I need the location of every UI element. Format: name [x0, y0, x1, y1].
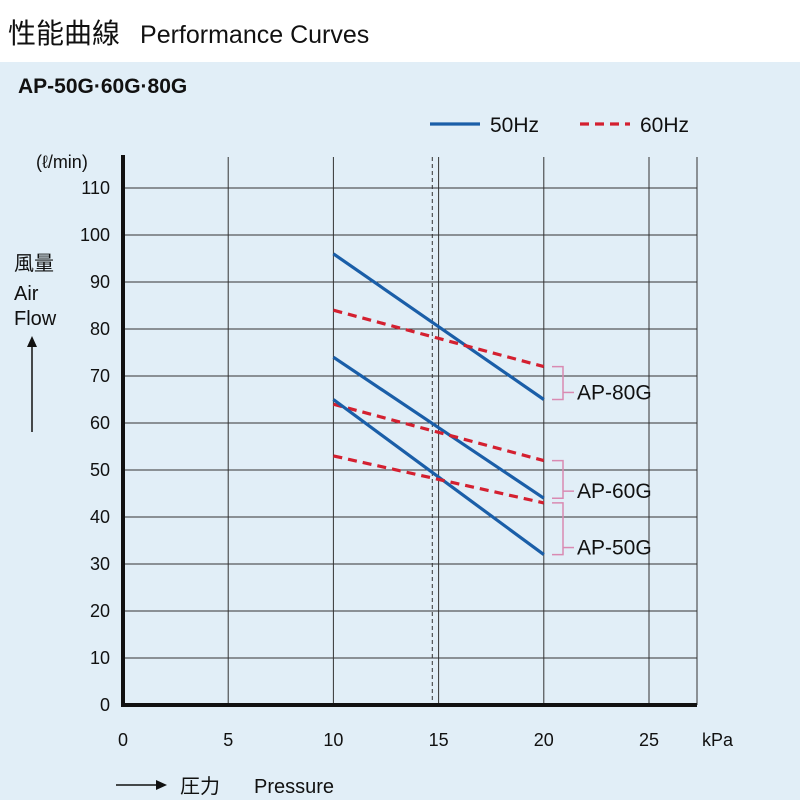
title-en: Performance Curves [140, 21, 370, 49]
series-ap-60g-50hz [332, 355, 545, 500]
series-ap-50g-50hz [332, 398, 545, 556]
axes [121, 155, 697, 707]
bracket-ap-60g [552, 459, 564, 499]
up-arrow-icon [27, 336, 37, 432]
tick-labels: 0 10 20 30 40 50 60 70 80 90 100 110 0 5 10 15 20 25 [80, 178, 659, 750]
y-tick-90: 90 [90, 272, 110, 292]
series-lines [332, 252, 545, 556]
x-tick-25: 25 [639, 730, 659, 750]
title-jp: 性能曲線 [8, 18, 121, 49]
chart-title: AP-50G·60G·80G [18, 75, 187, 98]
y-label-jp: 風量 [14, 253, 54, 275]
y-tick-10: 10 [90, 648, 110, 668]
y-label-en-2: Flow [14, 308, 57, 330]
x-tick-10: 10 [323, 730, 343, 750]
y-tick-100: 100 [80, 225, 110, 245]
performance-chart: AP-50G·60G·80G 50Hz 60Hz 0102030405060708… [14, 75, 734, 798]
y-tick-80: 80 [90, 319, 110, 339]
x-unit: kPa [702, 730, 734, 750]
series-labels: AP-80G AP-60G AP-50G [552, 365, 652, 560]
y-tick-70: 70 [90, 366, 110, 386]
y-tick-60: 60 [90, 413, 110, 433]
y-tick-30: 30 [90, 554, 110, 574]
series-label-ap-80g: AP-80G [577, 381, 652, 404]
bracket-ap-80g [552, 365, 564, 401]
series-ap-80g-60hz [332, 308, 545, 369]
y-label-en-1: Air [14, 283, 39, 305]
x-label-en: Pressure [254, 776, 334, 798]
series-label-ap-50g: AP-50G [577, 537, 652, 560]
x-tick-5: 5 [223, 730, 233, 750]
right-arrow-icon [116, 780, 167, 790]
y-tick-40: 40 [90, 507, 110, 527]
x-tick-20: 20 [534, 730, 554, 750]
series-ap-60g-60hz [332, 402, 545, 463]
legend: 50Hz 60Hz [430, 114, 689, 137]
grid [123, 157, 698, 705]
y-unit: (ℓ/min) [36, 152, 88, 172]
series-ap-80g-50hz [332, 252, 545, 401]
legend-label-50hz: 50Hz [490, 114, 539, 137]
y-tick-110: 110 [81, 178, 110, 198]
series-label-ap-60g: AP-60G [577, 480, 652, 503]
bracket-ap-50g [552, 502, 564, 556]
page-title: 性能曲線 Performance Curves [8, 12, 369, 52]
x-tick-0: 0 [118, 730, 128, 750]
series-ap-50g-60hz [333, 454, 545, 505]
y-tick-20: 20 [90, 601, 110, 621]
y-tick-50: 50 [90, 460, 110, 480]
x-tick-15: 15 [429, 730, 449, 750]
y-tick-0: 0 [100, 695, 110, 715]
chart-panel: AP-50G·60G·80G 50Hz 60Hz 0 10 20 30 40 50 60 70 8… [0, 62, 800, 800]
x-label-jp: 圧力 [180, 775, 220, 798]
legend-label-60hz: 60Hz [640, 114, 689, 137]
